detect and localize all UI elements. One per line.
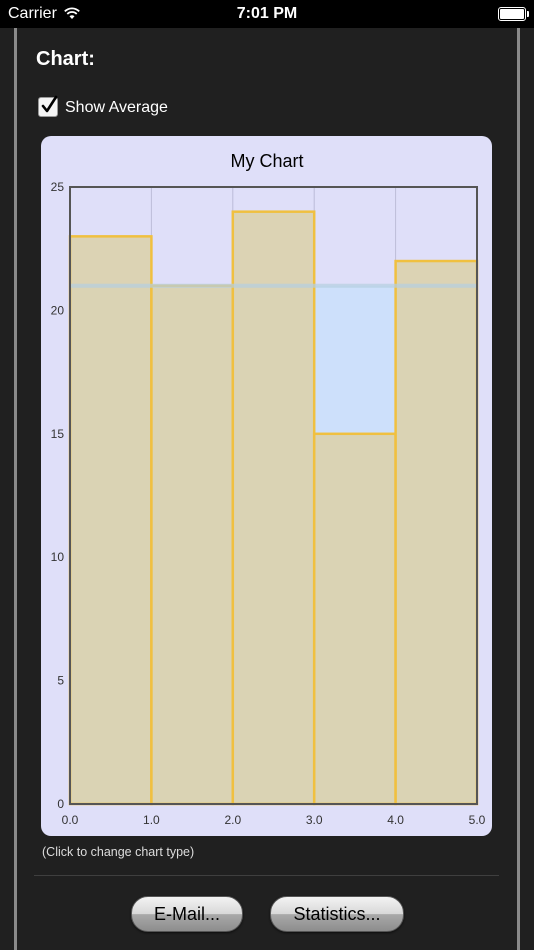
status-bar: Carrier 7:01 PM (0, 0, 534, 28)
y-tick-label: 15 (51, 427, 65, 441)
x-tick-label: 0.0 (62, 813, 79, 827)
y-tick-label: 10 (51, 550, 65, 564)
change-chart-hint: (Click to change chart type) (42, 845, 195, 859)
bar (150, 284, 235, 806)
x-tick-label: 4.0 (387, 813, 404, 827)
y-tick-label: 20 (51, 303, 65, 317)
wifi-icon (64, 7, 80, 19)
show-average-checkbox[interactable] (38, 95, 58, 117)
y-tick-label: 0 (57, 797, 64, 811)
bar (394, 259, 479, 806)
bar (231, 210, 316, 806)
y-tick-label: 5 (57, 674, 64, 688)
y-tick-label: 25 (51, 180, 65, 194)
x-tick-label: 2.0 (224, 813, 241, 827)
battery-icon (498, 7, 529, 21)
x-tick-label: 1.0 (143, 813, 160, 827)
right-border (517, 28, 520, 950)
carrier-label: Carrier (8, 5, 57, 22)
statistics-button[interactable]: Statistics... (270, 896, 404, 932)
left-border (14, 28, 17, 950)
email-button[interactable]: E-Mail... (131, 896, 243, 932)
divider (34, 875, 499, 876)
x-tick-label: 5.0 (469, 813, 486, 827)
show-average-label[interactable]: Show Average (65, 99, 168, 116)
plot-frame (69, 186, 478, 805)
section-title: Chart: (36, 48, 95, 70)
bar (312, 432, 397, 806)
x-tick-label: 3.0 (306, 813, 323, 827)
bar (68, 235, 153, 806)
status-time: 7:01 PM (236, 5, 298, 22)
chart-title: My Chart (230, 151, 304, 171)
checkmark-icon (41, 95, 58, 113)
